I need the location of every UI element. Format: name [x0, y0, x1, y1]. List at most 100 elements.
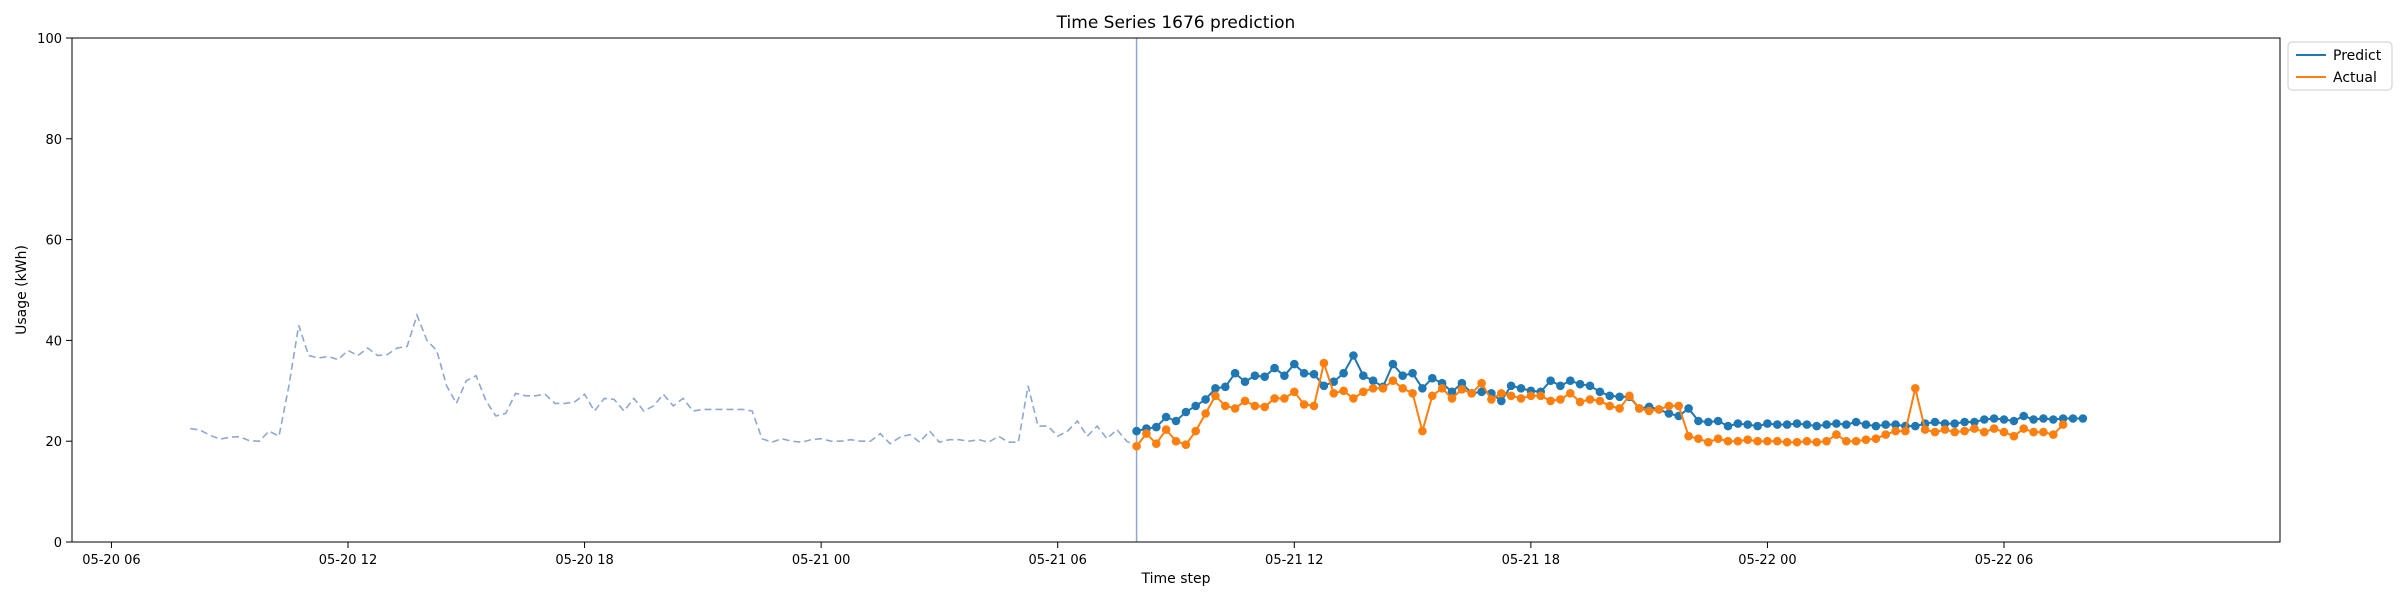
actual-point: [1280, 394, 1289, 403]
predict-point: [1812, 421, 1821, 431]
predict-point: [2078, 414, 2088, 423]
actual-point: [1871, 434, 1881, 444]
actual-point: [1773, 436, 1782, 446]
x-axis-title: Time step: [1141, 571, 1211, 587]
actual-point: [1230, 404, 1240, 413]
actual-point: [1319, 358, 1329, 368]
actual-point: [1753, 436, 1762, 446]
predict-point: [1260, 372, 1269, 382]
actual-point: [1575, 397, 1585, 407]
actual-point: [1161, 425, 1171, 434]
actual-point: [1428, 391, 1437, 401]
predict-point: [1782, 420, 1792, 429]
actual-point: [1664, 401, 1674, 411]
actual-point: [2058, 420, 2068, 429]
plot-frame: [71, 37, 2281, 543]
actual-point: [1644, 406, 1654, 416]
actual-point: [1684, 431, 1693, 441]
predict-point: [1191, 401, 1200, 411]
predict-point: [1851, 417, 1861, 427]
x-tick-label: 05-21 18: [1502, 553, 1560, 568]
actual-point: [1221, 401, 1230, 411]
predict-point: [1477, 387, 1486, 397]
predict-point: [1999, 415, 2009, 424]
actual-point: [2049, 430, 2058, 439]
actual-point: [1487, 395, 1496, 404]
x-axis: 05-20 06 05-20 12 05-20 18 05-21 00 05-21 06…: [82, 542, 2033, 568]
predict-point: [1615, 392, 1624, 402]
actual-point: [1290, 387, 1299, 397]
actual-point: [1329, 389, 1338, 398]
actual-point: [1556, 395, 1565, 404]
actual-point: [1713, 434, 1723, 444]
actual-point: [1822, 436, 1831, 446]
predict-point: [1694, 416, 1703, 426]
y-axis-title: Usage (kWh): [14, 245, 30, 335]
actual-point: [1980, 427, 1989, 437]
predict-point: [1713, 416, 1723, 426]
actual-point: [1437, 384, 1447, 393]
predict-point: [1428, 373, 1437, 383]
predict-point: [1230, 368, 1240, 378]
predict-point: [1891, 420, 1900, 429]
actual-point: [1674, 401, 1683, 411]
predict-point: [1861, 420, 1871, 429]
actual-point: [1842, 436, 1851, 446]
actual-point: [1546, 396, 1555, 406]
actual-point: [1625, 391, 1634, 401]
actual-point: [1999, 427, 2009, 437]
actual-point: [1566, 389, 1575, 398]
predict-point: [1309, 369, 1319, 379]
legend-predict-label: Predict: [2333, 48, 2382, 64]
predict-point: [1201, 395, 1210, 404]
actual-point: [1270, 394, 1279, 403]
actual-point: [1467, 389, 1476, 398]
actual-point: [1851, 436, 1861, 446]
predict-point: [1506, 381, 1516, 391]
predict-point: [1792, 419, 1802, 428]
predict-point: [1447, 387, 1457, 397]
actual-point: [1349, 394, 1358, 403]
predict-point: [1723, 421, 1733, 431]
actual-point: [1901, 426, 1910, 436]
x-tick-label: 05-20 18: [555, 553, 613, 568]
actual-point: [1615, 404, 1624, 413]
predict-point: [1566, 376, 1575, 386]
predict-point: [1773, 420, 1782, 429]
predict-point: [1457, 378, 1467, 388]
predict-point: [1881, 420, 1890, 429]
predict-point: [1516, 384, 1526, 393]
chart-title: Time Series 1676 prediction: [1056, 13, 1296, 33]
actual-point: [1891, 426, 1900, 436]
predict-point: [2068, 414, 2078, 423]
actual-point: [1585, 395, 1595, 404]
actual-point: [1526, 391, 1536, 401]
actual-point: [1832, 430, 1841, 439]
predict-point: [1240, 377, 1250, 387]
predict-point: [1349, 351, 1358, 360]
predict-point: [1152, 422, 1161, 432]
actual-point: [1368, 384, 1378, 393]
actual-point: [1881, 430, 1890, 439]
actual-point: [1763, 436, 1772, 446]
predict-point: [1832, 419, 1841, 428]
actual-point: [1782, 437, 1792, 447]
actual-point: [1132, 441, 1141, 451]
predict-point: [1704, 417, 1713, 427]
y-tick-label: 20: [45, 435, 62, 450]
actual-point: [1299, 400, 1309, 409]
x-tick-label: 05-22 00: [1738, 553, 1796, 568]
predict-point: [1871, 421, 1881, 431]
actual-point: [1802, 436, 1812, 446]
actual-point: [1497, 389, 1506, 398]
legend: Predict Actual: [2287, 41, 2393, 91]
x-tick-label: 05-20 12: [319, 553, 377, 568]
actual-point: [1201, 409, 1210, 418]
legend-actual-label: Actual: [2333, 70, 2377, 86]
history-line: [190, 312, 1137, 447]
predict-point: [1763, 419, 1772, 428]
predict-point: [1595, 387, 1605, 397]
predict-point: [1930, 417, 1940, 427]
actual-point: [1654, 405, 1664, 414]
actual-point: [1605, 401, 1614, 411]
